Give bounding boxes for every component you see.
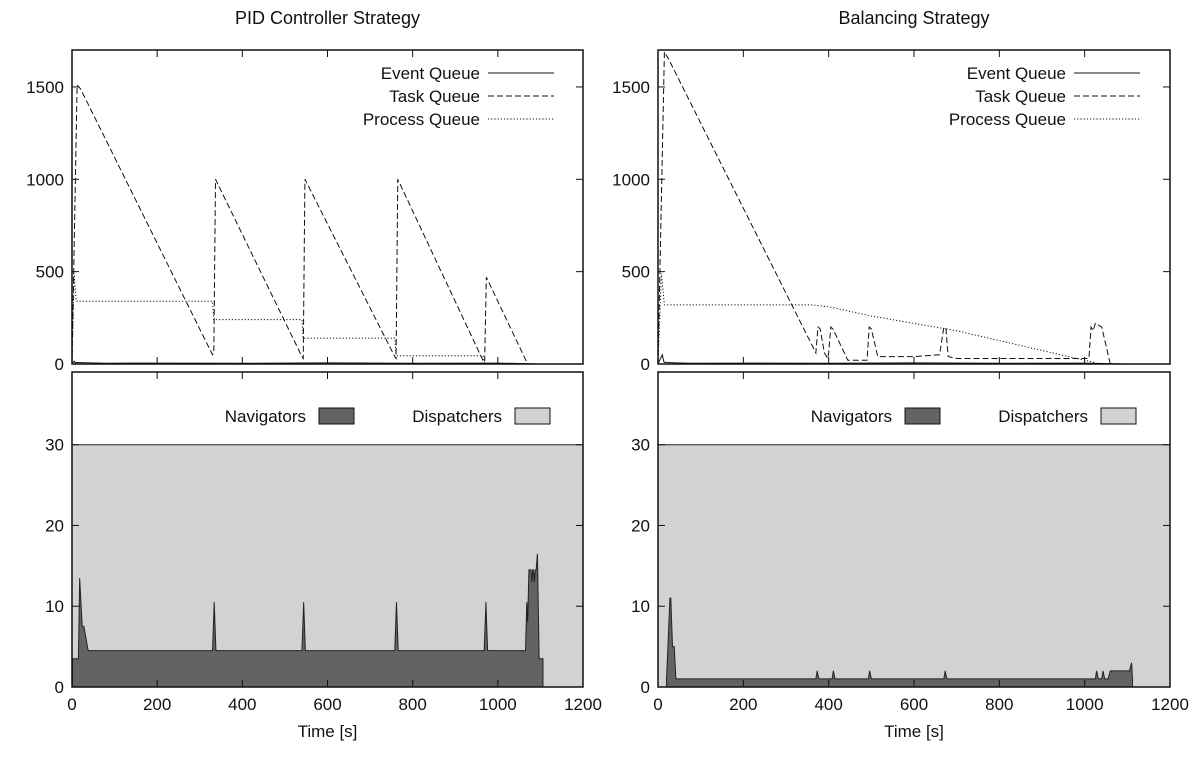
line-task-queue	[72, 83, 530, 364]
plot-frame	[71, 49, 584, 365]
line-task-queue	[658, 50, 1111, 364]
x-tick-label: 1200	[1151, 695, 1189, 714]
y-tick-label: 20	[45, 516, 64, 535]
y-tick-label: 1500	[612, 78, 650, 97]
plot-frame	[657, 49, 1171, 365]
line-event-queue	[658, 353, 1128, 364]
x-tick-label: 600	[900, 695, 928, 714]
line-process-queue	[658, 273, 1128, 364]
y-tick-label: 1000	[26, 170, 64, 189]
y-tick-label: 10	[45, 597, 64, 616]
x-tick-label: 0	[653, 695, 662, 714]
plot-area	[658, 50, 1128, 364]
legend-label-task-queue: Task Queue	[389, 87, 480, 106]
y-tick-label: 1000	[612, 170, 650, 189]
x-tick-label: 800	[398, 695, 426, 714]
chart-title: Balancing Strategy	[838, 8, 989, 28]
area-navigators-series-0	[658, 597, 1133, 687]
chart-1: 0 10 20 30 0 200 400 600 800 1000 1200 Time [s] Navi…	[45, 371, 602, 741]
y-tick-label: 1500	[26, 78, 64, 97]
x-tick-label: 1000	[1066, 695, 1104, 714]
legend-label-dispatchers: Dispatchers	[412, 407, 502, 426]
y-tick-label: 30	[631, 436, 650, 455]
x-axis-label: Time [s]	[298, 722, 358, 741]
y-tick-label: 0	[55, 355, 64, 374]
x-tick-label: 600	[313, 695, 341, 714]
chart-title: PID Controller Strategy	[235, 8, 420, 28]
x-axis-label: Time [s]	[884, 722, 944, 741]
chart-0: PID Controller Strategy 0 500 1000 1500 Event…	[26, 8, 584, 374]
x-tick-label: 200	[729, 695, 757, 714]
x-tick-label: 1200	[564, 695, 602, 714]
y-tick-label: 10	[631, 597, 650, 616]
legend-swatch-navigators	[318, 407, 355, 425]
y-tick-label: 500	[36, 263, 64, 282]
legend-swatch-navigators	[904, 407, 941, 425]
legend-label-dispatchers: Dispatchers	[998, 407, 1088, 426]
area-navigators-series-0	[72, 553, 544, 687]
x-tick-label: 200	[143, 695, 171, 714]
x-tick-label: 800	[985, 695, 1013, 714]
legend-label-event-queue: Event Queue	[381, 64, 480, 83]
legend-label-navigators: Navigators	[811, 407, 892, 426]
legend-swatch-dispatchers	[1100, 407, 1137, 425]
chart-3: 0 10 20 30 0 200 400 600 800 1000 1200 Time [s] Navi…	[631, 371, 1189, 741]
y-tick-label: 0	[641, 678, 650, 697]
area-dispatchers-series-1	[658, 444, 1170, 687]
legend-label-task-queue: Task Queue	[975, 87, 1066, 106]
legend-label-process-queue: Process Queue	[363, 110, 480, 129]
legend-label-event-queue: Event Queue	[967, 64, 1066, 83]
x-tick-label: 1000	[479, 695, 517, 714]
x-tick-label: 400	[228, 695, 256, 714]
y-tick-label: 0	[55, 678, 64, 697]
y-tick-label: 500	[622, 263, 650, 282]
x-tick-label: 0	[67, 695, 76, 714]
area-dispatchers-series-1	[72, 444, 583, 687]
chart-2: Balancing Strategy 0 500 1000 1500 Event Queu…	[612, 8, 1171, 374]
plot-area	[658, 444, 1170, 687]
y-tick-label: 30	[45, 436, 64, 455]
legend-label-process-queue: Process Queue	[949, 110, 1066, 129]
y-tick-label: 0	[641, 355, 650, 374]
x-tick-label: 400	[814, 695, 842, 714]
legend-label-navigators: Navigators	[225, 407, 306, 426]
line-process-queue	[72, 273, 541, 364]
plot-area	[72, 444, 583, 687]
y-tick-label: 20	[631, 516, 650, 535]
plot-area	[72, 83, 541, 364]
line-event-queue	[72, 360, 541, 364]
legend-swatch-dispatchers	[514, 407, 551, 425]
